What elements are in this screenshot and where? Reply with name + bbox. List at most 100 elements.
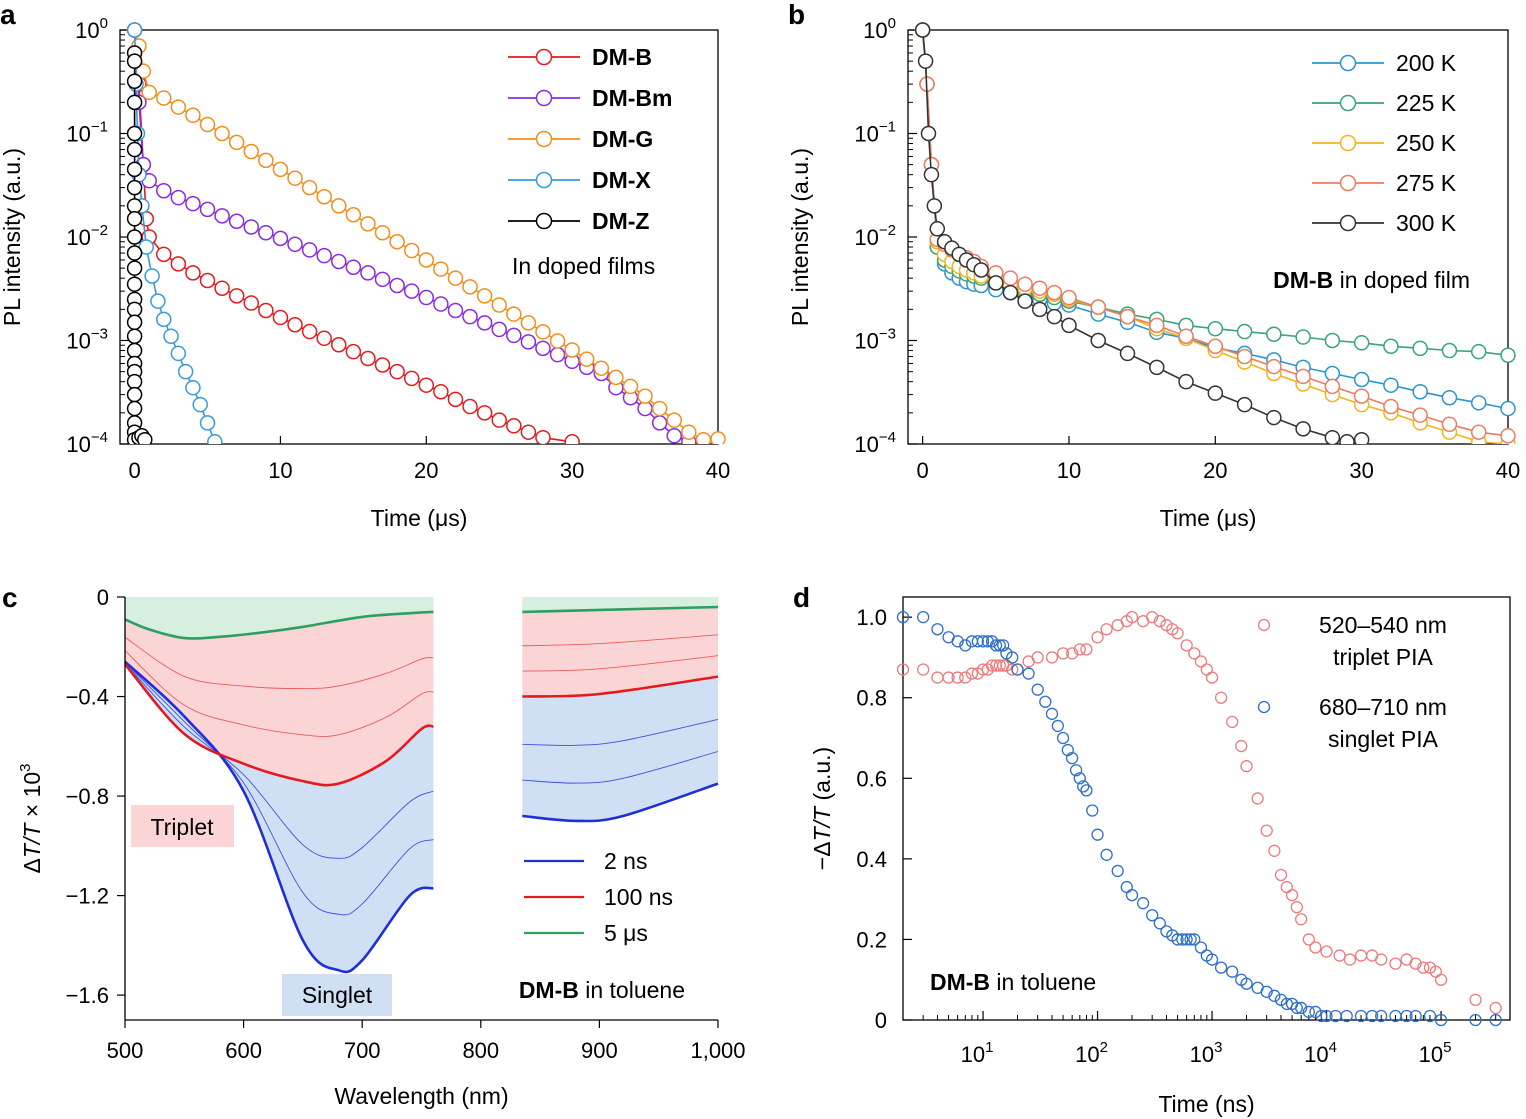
- y-tick-label: 10−4: [854, 429, 896, 457]
- note-toluene: DM-B in toluene: [519, 977, 685, 1003]
- data-point: [374, 224, 391, 241]
- data-point: [549, 333, 566, 349]
- data-point: [1500, 428, 1516, 444]
- data-point: [993, 639, 1006, 652]
- data-point: [192, 396, 208, 413]
- data-point: [403, 283, 420, 299]
- legend-label: 2 ns: [604, 848, 647, 874]
- data-point: [331, 336, 347, 353]
- data-point: [1469, 993, 1482, 1007]
- legend-label: DM-Bm: [592, 85, 673, 111]
- data-point: [1022, 667, 1035, 680]
- x-tick-label: 0: [128, 458, 140, 483]
- x-tick-label-base: 10: [1419, 1042, 1443, 1067]
- x-tick-label-exp: 2: [1100, 1039, 1108, 1056]
- data-point: [476, 288, 493, 304]
- data-point: [447, 391, 464, 408]
- legend-label: 275 K: [1396, 170, 1457, 196]
- data-point: [520, 315, 537, 331]
- y-axis-label-part: −Δ: [809, 841, 835, 870]
- y-tick-label-exp: −3: [91, 326, 108, 343]
- legend-label: 250 K: [1396, 130, 1457, 156]
- data-point: [608, 369, 624, 386]
- data-point: [199, 415, 216, 431]
- data-point: [506, 327, 522, 344]
- data-point: [926, 198, 943, 214]
- legend-label: 100 ns: [604, 884, 673, 910]
- data-point: [942, 671, 955, 684]
- data-point: [997, 639, 1010, 652]
- data-point: [1240, 760, 1253, 773]
- data-point: [1178, 373, 1194, 390]
- data-point: [985, 635, 999, 648]
- data-point: [1180, 639, 1193, 652]
- data-point: [1409, 1009, 1422, 1023]
- legend-label-line1: 680–710 nm: [1319, 694, 1447, 720]
- y-tick-label-base: 10: [854, 432, 878, 457]
- x-tick-label-exp: 4: [1329, 1039, 1337, 1056]
- data-point: [989, 659, 1003, 672]
- y-tick-label-exp: −4: [879, 429, 896, 446]
- data-point: [1268, 989, 1281, 1002]
- data-point: [896, 610, 910, 624]
- data-point: [1383, 377, 1399, 393]
- y-axis-label: −ΔT/T (a.u.): [809, 747, 835, 870]
- data-point: [258, 224, 274, 241]
- data-point: [1423, 1009, 1437, 1023]
- singlet-label: Singlet: [302, 982, 373, 1008]
- data-point: [1188, 933, 1201, 946]
- data-point: [243, 295, 260, 311]
- data-point: [1031, 280, 1048, 296]
- data-point: [199, 272, 216, 289]
- y-tick-label-exp: 0: [888, 15, 896, 32]
- data-point: [214, 208, 230, 224]
- data-point: [476, 405, 493, 421]
- series-line-300-K: [921, 29, 1362, 443]
- x-tick-label-base: 10: [1304, 1042, 1328, 1067]
- data-point: [896, 663, 910, 676]
- data-point: [316, 247, 332, 264]
- x-tick-label: 20: [414, 458, 438, 483]
- data-point: [951, 635, 964, 648]
- data-point: [914, 22, 931, 38]
- data-point: [1045, 707, 1059, 720]
- data-point: [126, 161, 143, 178]
- data-point: [1500, 400, 1516, 417]
- data-point: [389, 233, 405, 250]
- triplet-label: Triplet: [150, 814, 214, 840]
- x-axis-label: Time (μs): [371, 505, 468, 531]
- data-point: [931, 623, 944, 636]
- y-tick-label-base: 10: [75, 18, 99, 43]
- data-point: [1320, 945, 1333, 958]
- data-point: [389, 277, 405, 294]
- data-point: [1500, 347, 1516, 364]
- x-tick-label: 900: [581, 1038, 618, 1063]
- data-point: [1065, 751, 1079, 765]
- data-point: [331, 253, 347, 270]
- legend-marker: [1257, 700, 1271, 714]
- legend-label: DM-G: [592, 126, 653, 152]
- data-point: [126, 179, 143, 196]
- x-tick-label-exp: 3: [1214, 1039, 1222, 1056]
- data-point: [1236, 396, 1253, 413]
- data-point: [622, 378, 639, 395]
- data-point: [1324, 378, 1341, 395]
- data-point: [170, 256, 187, 272]
- y-axis-label-part: Δ: [19, 858, 45, 873]
- data-point: [126, 276, 143, 292]
- data-point: [651, 415, 668, 431]
- data-point: [1409, 957, 1422, 970]
- data-point: [593, 360, 610, 376]
- x-tick-label: 0: [917, 458, 929, 483]
- series-line-2ns: [124, 660, 434, 974]
- data-point: [126, 314, 143, 331]
- y-tick-label: −1.6: [66, 983, 109, 1008]
- data-point: [1340, 1009, 1353, 1023]
- data-point: [137, 431, 153, 444]
- x-tick-label: 500: [107, 1038, 144, 1063]
- data-point: [1470, 395, 1487, 411]
- data-point: [1111, 864, 1124, 878]
- x-axis-label: Time (ns): [1158, 1091, 1254, 1117]
- data-point: [126, 328, 143, 344]
- data-point: [1315, 1009, 1328, 1023]
